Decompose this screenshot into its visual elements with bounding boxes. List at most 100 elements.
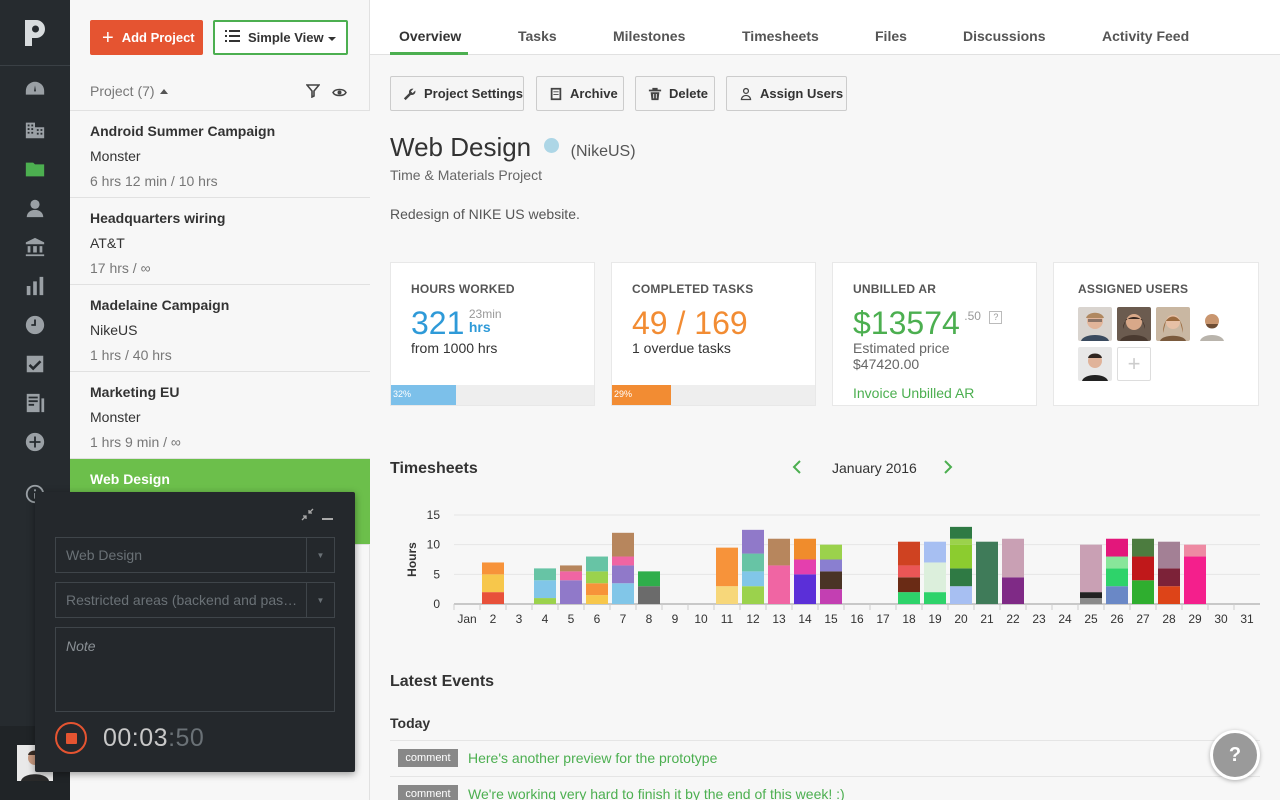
x-tick-label: 13	[772, 612, 786, 626]
view-mode-dropdown[interactable]: Simple View	[213, 20, 348, 55]
event-link[interactable]: Here's another preview for the prototype	[468, 750, 718, 766]
unbilled-ar-card: UNBILLED AR $13574 .50 ? Estimated price…	[832, 262, 1037, 406]
bar-segment	[1002, 577, 1024, 604]
x-tick-label: 16	[850, 612, 864, 626]
bar-segment	[794, 574, 816, 604]
project-settings-label: Project Settings	[424, 86, 523, 101]
bar-segment	[638, 586, 660, 604]
bar-segment	[950, 544, 972, 569]
filter-icon[interactable]	[305, 84, 321, 101]
tab-files[interactable]: Files	[875, 28, 907, 44]
assign-users-button[interactable]: Assign Users	[726, 76, 847, 111]
archive-button[interactable]: Archive	[536, 76, 624, 111]
x-tick-label: 30	[1214, 612, 1228, 626]
sort-asc-icon[interactable]	[159, 88, 168, 94]
delete-label: Delete	[669, 86, 709, 101]
estimated-price-label: Estimated price	[853, 340, 950, 356]
app-logo[interactable]	[0, 0, 70, 66]
project-sort-toggle[interactable]: Project (7)	[90, 83, 155, 99]
y-tick-label: 5	[433, 567, 440, 581]
bar-segment	[586, 571, 608, 584]
timer-project-select[interactable]: Web Design ▼	[55, 537, 335, 573]
eye-icon[interactable]	[332, 85, 347, 101]
help-chat-button[interactable]: ?	[1210, 730, 1260, 780]
bar-segment	[742, 529, 764, 554]
unbilled-ar-value: $13574 .50 ?	[853, 305, 1003, 342]
project-title-row: Web Design (NikeUS)	[390, 132, 636, 163]
y-axis-label: Hours	[405, 542, 419, 577]
y-tick-label: 10	[427, 538, 441, 552]
project-list-item[interactable]: Android Summer Campaign Monster 6 hrs 12…	[70, 110, 370, 197]
project-list-item[interactable]: Madelaine Campaign NikeUS 1 hrs / 40 hrs	[70, 284, 370, 371]
tasks-check-icon[interactable]	[23, 352, 47, 376]
avatar[interactable]	[1078, 347, 1112, 381]
x-tick-label: 15	[824, 612, 838, 626]
unbilled-ar-cents: .50	[964, 309, 981, 323]
avatar[interactable]	[1078, 307, 1112, 341]
unbilled-ar-label: UNBILLED AR	[853, 282, 937, 296]
minimize-icon[interactable]	[322, 518, 333, 520]
stop-timer-button[interactable]	[55, 722, 87, 754]
bar-segment	[742, 571, 764, 587]
event-type-badge: comment	[398, 749, 458, 767]
hours-worked-unit: hrs	[468, 319, 491, 335]
prev-month-icon[interactable]	[791, 460, 803, 479]
tab-overview[interactable]: Overview	[399, 28, 462, 44]
collapse-icon[interactable]	[301, 508, 314, 526]
bar-segment	[612, 532, 634, 557]
project-list-item[interactable]: Headquarters wiring AT&T 17 hrs / ∞	[70, 197, 370, 284]
project-tabs: Overview Tasks Milestones Timesheets Fil…	[370, 0, 1280, 55]
help-question-icon[interactable]: ?	[989, 311, 1003, 324]
project-settings-button[interactable]: Project Settings	[390, 76, 524, 111]
event-link[interactable]: We're working very hard to finish it by …	[468, 786, 845, 800]
people-icon[interactable]	[23, 196, 47, 220]
invoice-unbilled-link[interactable]: Invoice Unbilled AR	[853, 385, 975, 401]
timer-task-select[interactable]: Restricted areas (backend and pas… ▼	[55, 582, 335, 618]
dashboard-icon[interactable]	[23, 78, 47, 102]
tab-timesheets[interactable]: Timesheets	[742, 28, 819, 44]
add-user-button[interactable]: +	[1117, 347, 1151, 381]
project-list-item[interactable]: Marketing EU Monster 1 hrs 9 min / ∞	[70, 371, 370, 458]
info-icon[interactable]	[23, 482, 47, 506]
x-tick-label: 29	[1188, 612, 1202, 626]
completed-tasks-sub: 1 overdue tasks	[632, 340, 731, 356]
next-month-icon[interactable]	[942, 460, 954, 479]
bar-segment	[482, 592, 504, 604]
hours-worked-value: 321 23min hrs	[411, 305, 502, 342]
completed-tasks-card: COMPLETED TASKS 49 / 169 1 overdue tasks…	[611, 262, 816, 406]
bank-icon[interactable]	[23, 235, 47, 259]
clock-icon[interactable]	[23, 313, 47, 337]
x-tick-label: 20	[954, 612, 968, 626]
project-client: AT&T	[90, 235, 125, 251]
archive-label: Archive	[570, 86, 618, 101]
tab-milestones[interactable]: Milestones	[613, 28, 686, 44]
bar-segment	[820, 571, 842, 590]
tab-activity-feed[interactable]: Activity Feed	[1102, 28, 1190, 44]
hours-progress-fill: 32%	[391, 385, 456, 405]
avatar[interactable]	[1156, 307, 1190, 341]
timer-note-input[interactable]: Note	[55, 627, 335, 712]
add-project-button[interactable]: + Add Project	[90, 20, 203, 55]
trash-icon	[648, 87, 662, 100]
month-label: January 2016	[832, 460, 917, 476]
projects-folder-icon[interactable]	[23, 157, 47, 181]
hours-worked-card: HOURS WORKED 321 23min hrs from 1000 hrs…	[390, 262, 595, 406]
bar-segment	[586, 595, 608, 604]
tab-tasks[interactable]: Tasks	[518, 28, 557, 44]
delete-button[interactable]: Delete	[635, 76, 715, 111]
view-mode-label: Simple View	[248, 30, 324, 45]
invoices-icon[interactable]	[23, 391, 47, 415]
add-circle-icon[interactable]	[23, 430, 47, 454]
completed-tasks-label: COMPLETED TASKS	[632, 282, 754, 296]
avatar[interactable]	[1195, 307, 1229, 341]
bar-segment	[534, 568, 556, 581]
reports-icon[interactable]	[23, 274, 47, 298]
bar-segment	[768, 565, 790, 604]
avatar[interactable]	[1117, 307, 1151, 341]
x-tick-label: 23	[1032, 612, 1046, 626]
companies-icon[interactable]	[23, 118, 47, 142]
active-tab-indicator	[390, 52, 468, 55]
tab-discussions[interactable]: Discussions	[963, 28, 1046, 44]
bar-segment	[794, 538, 816, 560]
